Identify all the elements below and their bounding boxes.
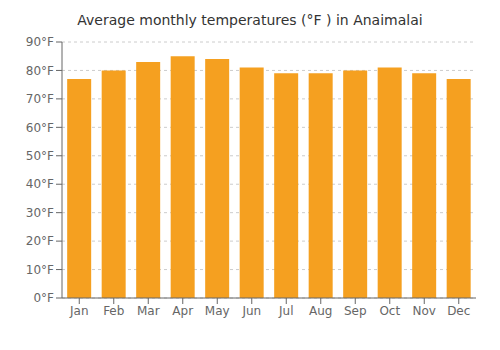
svg-text:40°F: 40°F	[26, 177, 54, 191]
svg-text:Mar: Mar	[137, 304, 160, 318]
svg-text:Sep: Sep	[344, 304, 367, 318]
svg-text:Apr: Apr	[172, 304, 193, 318]
svg-text:Nov: Nov	[413, 304, 436, 318]
svg-text:60°F: 60°F	[26, 121, 54, 135]
svg-text:90°F: 90°F	[26, 35, 54, 49]
svg-text:0°F: 0°F	[33, 291, 54, 305]
svg-text:Jun: Jun	[241, 304, 261, 318]
svg-text:50°F: 50°F	[26, 149, 54, 163]
html-text:Average monthly temperatures (: Average monthly temperatures (°F ) in An…	[77, 12, 423, 28]
svg-text:Jan: Jan	[69, 304, 89, 318]
svg-text:80°F: 80°F	[26, 64, 54, 78]
svg-text:Jul: Jul	[278, 304, 293, 318]
svg-text:30°F: 30°F	[26, 206, 54, 220]
svg-text:Feb: Feb	[103, 304, 124, 318]
svg-text:May: May	[205, 304, 230, 318]
svg-text:70°F: 70°F	[26, 92, 54, 106]
svg-text:10°F: 10°F	[26, 263, 54, 277]
svg-text:20°F: 20°F	[26, 234, 54, 248]
svg-text:Dec: Dec	[447, 304, 470, 318]
svg-text:Aug: Aug	[309, 304, 332, 318]
svg-text:Oct: Oct	[379, 304, 400, 318]
